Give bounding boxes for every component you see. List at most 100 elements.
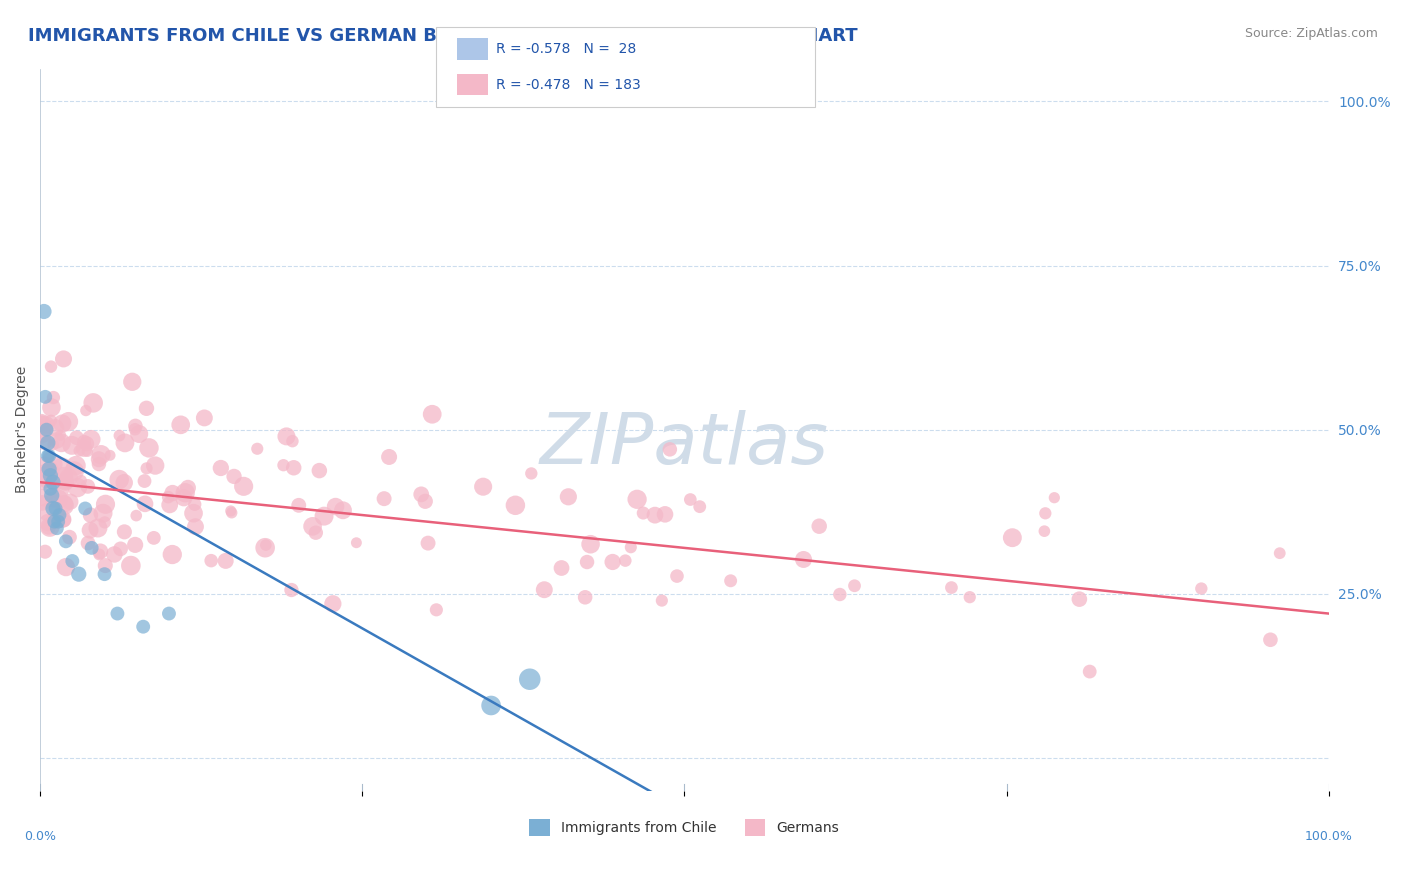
- Point: [32, 426, 55, 441]
- Point: [32, 304, 55, 318]
- Point: [93, 567, 115, 582]
- Point: [48, 508, 70, 522]
- Point: [103, 548, 125, 562]
- Point: [1069, 592, 1091, 607]
- Point: [112, 475, 135, 490]
- Text: R = -0.478   N = 183: R = -0.478 N = 183: [496, 78, 641, 92]
- Point: [114, 436, 136, 450]
- Point: [60, 554, 83, 568]
- Point: [183, 506, 205, 520]
- Point: [287, 499, 309, 513]
- Point: [505, 498, 527, 512]
- Point: [959, 590, 981, 604]
- Point: [66, 481, 89, 495]
- Point: [134, 474, 156, 488]
- Point: [37, 449, 59, 463]
- Point: [80, 541, 103, 555]
- Point: [48, 483, 70, 497]
- Point: [55, 474, 77, 488]
- Point: [35, 465, 58, 479]
- Point: [89, 544, 111, 558]
- Point: [425, 603, 447, 617]
- Point: [60, 438, 83, 452]
- Point: [200, 554, 222, 568]
- Point: [37, 520, 59, 534]
- Point: [51, 512, 73, 526]
- Point: [312, 509, 335, 524]
- Point: [112, 524, 135, 539]
- Point: [665, 569, 688, 583]
- Point: [79, 508, 101, 522]
- Point: [52, 469, 75, 483]
- Point: [620, 541, 643, 555]
- Point: [246, 442, 269, 456]
- Point: [45, 501, 67, 516]
- Point: [614, 553, 637, 567]
- Point: [132, 620, 155, 634]
- Point: [1078, 665, 1101, 679]
- Point: [73, 442, 96, 456]
- Point: [159, 498, 181, 512]
- Point: [63, 464, 86, 478]
- Point: [38, 462, 60, 476]
- Point: [34, 417, 56, 432]
- Point: [793, 552, 815, 566]
- Point: [70, 474, 93, 488]
- Point: [143, 458, 166, 473]
- Point: [94, 497, 117, 511]
- Point: [1033, 524, 1056, 538]
- Point: [828, 587, 851, 601]
- Point: [215, 554, 238, 568]
- Point: [38, 462, 60, 476]
- Point: [134, 497, 156, 511]
- Point: [579, 537, 602, 551]
- Point: [82, 396, 104, 410]
- Point: [644, 508, 666, 523]
- Point: [254, 538, 277, 552]
- Point: [53, 499, 76, 513]
- Legend: Immigrants from Chile, Germans: Immigrants from Chile, Germans: [524, 814, 845, 842]
- Point: [120, 558, 142, 573]
- Point: [76, 444, 98, 458]
- Point: [94, 558, 117, 573]
- Point: [720, 574, 742, 588]
- Point: [378, 450, 401, 464]
- Point: [254, 541, 277, 555]
- Point: [416, 536, 439, 550]
- Point: [44, 476, 66, 491]
- Point: [44, 515, 66, 529]
- Point: [51, 435, 73, 450]
- Point: [34, 390, 56, 404]
- Point: [42, 492, 65, 507]
- Point: [142, 531, 165, 545]
- Point: [557, 490, 579, 504]
- Point: [679, 492, 702, 507]
- Point: [67, 443, 90, 458]
- Point: [574, 591, 596, 605]
- Point: [184, 497, 207, 511]
- Point: [305, 525, 328, 540]
- Point: [46, 515, 69, 529]
- Point: [420, 407, 443, 421]
- Point: [533, 582, 555, 597]
- Point: [1033, 506, 1056, 520]
- Point: [48, 491, 70, 506]
- Point: [193, 411, 215, 425]
- Point: [73, 434, 96, 449]
- Point: [53, 497, 76, 511]
- Point: [128, 427, 150, 442]
- Point: [173, 491, 195, 505]
- Point: [550, 561, 572, 575]
- Point: [44, 514, 66, 528]
- Point: [77, 536, 100, 550]
- Point: [135, 461, 157, 475]
- Text: 0.0%: 0.0%: [24, 830, 56, 843]
- Point: [941, 581, 963, 595]
- Point: [41, 488, 63, 502]
- Text: IMMIGRANTS FROM CHILE VS GERMAN BACHELOR'S DEGREE CORRELATION CHART: IMMIGRANTS FROM CHILE VS GERMAN BACHELOR…: [28, 27, 858, 45]
- Point: [283, 460, 305, 475]
- Point: [301, 519, 323, 533]
- Point: [232, 479, 254, 493]
- Point: [94, 516, 117, 530]
- Point: [1001, 531, 1024, 545]
